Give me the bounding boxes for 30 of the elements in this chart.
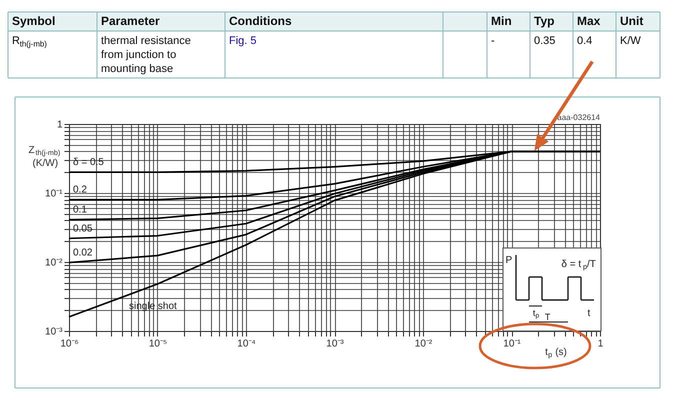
x-tick-label: 10⁻⁴ xyxy=(237,338,256,350)
x-tick-label: 1 xyxy=(598,338,604,350)
y-tick-label: 10⁻¹ xyxy=(45,188,64,200)
text: Symbol xyxy=(12,14,56,28)
text: Unit xyxy=(620,14,644,28)
x-tick-label: 10⁻² xyxy=(414,338,433,350)
series-label: 0.02 xyxy=(73,248,93,259)
text: thermal resistance from junction to mounting base xyxy=(101,35,191,75)
caption: Fig. 5 xyxy=(229,35,257,47)
text: Parameter xyxy=(101,14,160,28)
text: K/W xyxy=(620,35,642,47)
annotation: t xyxy=(588,308,590,319)
text: 0.4 xyxy=(577,35,592,47)
text: Max xyxy=(577,14,601,28)
annotation: T xyxy=(544,312,551,322)
x-tick-label: 10⁻³ xyxy=(326,338,344,350)
x-tick-label: 10⁻⁵ xyxy=(148,338,168,350)
x-tick-label: 10⁻¹ xyxy=(503,338,522,350)
text: 0.35 xyxy=(534,35,556,47)
text: Conditions xyxy=(229,14,292,28)
text: Min xyxy=(491,14,512,28)
series-label: 0.2 xyxy=(73,184,88,196)
y-tick-label: 10⁻³ xyxy=(45,326,64,338)
x-tick-label: 10⁻⁶ xyxy=(60,338,79,350)
annotation: P xyxy=(506,255,512,266)
text: - xyxy=(491,35,495,47)
y-tick-label: 10⁻² xyxy=(45,258,64,268)
y-tick-label: 1 xyxy=(56,120,63,130)
text: aaa-032614 xyxy=(557,113,601,122)
text: Typ xyxy=(534,14,554,28)
